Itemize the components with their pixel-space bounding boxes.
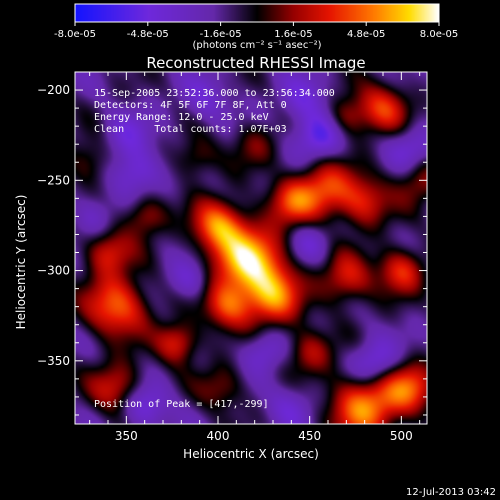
colorbar-tick-label: -1.6e-05	[200, 29, 242, 40]
plot-frame	[74, 71, 428, 425]
timestamp: 12-Jul-2013 03:42	[406, 487, 496, 498]
y-tick-label: −250	[37, 173, 70, 187]
x-tick-label: 450	[298, 429, 321, 443]
colorbar-tick-label: -8.0e-05	[54, 29, 96, 40]
x-axis-label: Heliocentric X (arcsec)	[183, 447, 319, 461]
heatmap-image	[75, 72, 427, 424]
colorbar-ticks: -8.0e-05 -4.8e-05 -1.6e-05 1.6e-05 4.8e-05 8.…	[54, 22, 458, 40]
axis-ticks: 350 400 450 500 −200 −250 −300 −350	[37, 71, 427, 443]
colorbar-tick-label: -4.8e-05	[127, 29, 169, 40]
y-axis-label: Heliocentric Y (arcsec)	[14, 195, 28, 330]
colorbar-units: (photons cm⁻² s⁻¹ asec⁻²)	[192, 40, 321, 51]
colorbar-tick-label: 1.6e-05	[274, 29, 312, 40]
annotation-block: 15-Sep-2005 23:52:36.000 to 23:56:34.000…	[94, 88, 335, 135]
annotation-time: 15-Sep-2005 23:52:36.000 to 23:56:34.000	[94, 88, 335, 99]
peak-label: Position of Peak = [417,-299]	[94, 399, 269, 410]
x-tick-label: 500	[390, 429, 413, 443]
y-tick-label: −350	[37, 354, 70, 368]
y-tick-label: −200	[37, 83, 70, 97]
x-tick-label: 400	[207, 429, 230, 443]
colorbar-tick-label: 8.0e-05	[420, 29, 458, 40]
y-tick-label: −300	[37, 264, 70, 278]
colorbar-tick-label: 4.8e-05	[347, 29, 385, 40]
x-tick-label: 350	[115, 429, 138, 443]
annotation-detectors: Detectors: 4F 5F 6F 7F 8F, Att 0	[94, 100, 287, 111]
colorbar	[75, 4, 439, 22]
annotation-energy: Energy Range: 12.0 - 25.0 keV	[94, 112, 269, 123]
chart-title: Reconstructed RHESSI Image	[146, 54, 365, 72]
annotation-counts: Clean Total counts: 1.07E+03	[94, 124, 287, 135]
